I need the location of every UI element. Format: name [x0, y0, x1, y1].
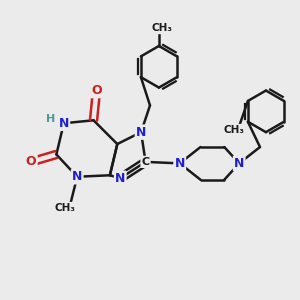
Text: O: O: [91, 84, 102, 97]
Text: N: N: [136, 126, 146, 139]
Text: CH₃: CH₃: [55, 203, 76, 213]
Text: N: N: [234, 157, 244, 170]
Text: N: N: [72, 170, 83, 183]
Text: CH₃: CH₃: [224, 125, 245, 135]
Text: N: N: [58, 117, 69, 130]
Text: H: H: [46, 114, 55, 124]
Text: N: N: [175, 157, 185, 170]
Text: CH₃: CH₃: [152, 23, 173, 33]
Text: C: C: [142, 157, 150, 167]
Text: O: O: [26, 155, 36, 168]
Text: N: N: [115, 172, 125, 185]
